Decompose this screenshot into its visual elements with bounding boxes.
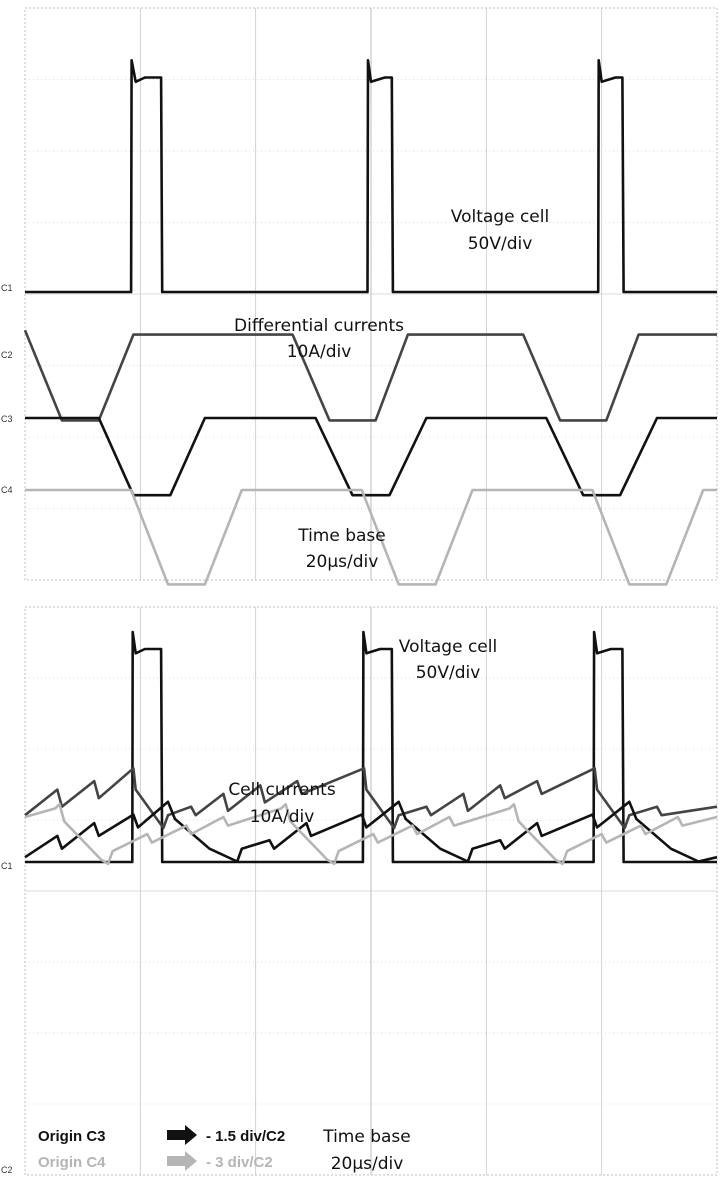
channel-marker-c1: C1 [1, 861, 13, 871]
trace-c2 [23, 329, 717, 422]
voltage-cell-label: Voltage cell [451, 207, 549, 227]
trace-c4 [25, 488, 717, 586]
trace-c2 [24, 766, 718, 830]
channel-marker-c4: C4 [1, 485, 13, 495]
time-base-label: Time base [322, 1127, 411, 1147]
current-scale-label: 10A/div [250, 807, 315, 827]
channel-marker-c1: C1 [1, 283, 13, 293]
time-base-scale-label: 20µs/div [331, 1154, 404, 1174]
current-scale-label: 10A/div [287, 342, 352, 362]
voltage-scale-label: 50V/div [416, 663, 481, 683]
channel-marker-c2: C2 [1, 1165, 13, 1175]
time-base-scale-label: 20µs/div [306, 552, 379, 572]
legend-origin-c3-label: Origin C3 [38, 1128, 106, 1145]
bottom-panel-traces [24, 630, 718, 866]
trace-c3 [25, 416, 717, 497]
channel-marker-c2: C2 [1, 350, 13, 360]
bottom-panel-grid [24, 606, 718, 1176]
differential-currents-label: Differential currents [234, 316, 404, 336]
trace-c1 [25, 58, 717, 294]
top-panel-traces [23, 58, 717, 586]
cell-currents-label: Cell currents [228, 780, 336, 800]
origin-legend: Origin C3 - 1.5 div/C2 Origin C4 - 3 div… [38, 1125, 285, 1171]
bottom-panel: C1 C2 Voltage cell 50V/div Cell currents… [1, 606, 718, 1176]
arrow-right-icon [167, 1151, 197, 1171]
voltage-scale-label: 50V/div [468, 234, 533, 254]
trace-c3 [24, 800, 718, 863]
channel-marker-c3: C3 [1, 414, 13, 424]
legend-origin-c3-offset: - 1.5 div/C2 [206, 1128, 285, 1145]
time-base-label: Time base [297, 526, 386, 546]
arrow-right-icon [167, 1125, 197, 1145]
top-panel: C1 C2 C3 C4 Voltage cell 50V/div Differe… [1, 7, 718, 586]
legend-origin-c4-offset: - 3 div/C2 [206, 1154, 273, 1171]
trace-c4 [24, 802, 718, 866]
legend-origin-c4-label: Origin C4 [38, 1154, 106, 1171]
voltage-cell-label: Voltage cell [399, 637, 497, 657]
trace-c1 [25, 630, 717, 864]
